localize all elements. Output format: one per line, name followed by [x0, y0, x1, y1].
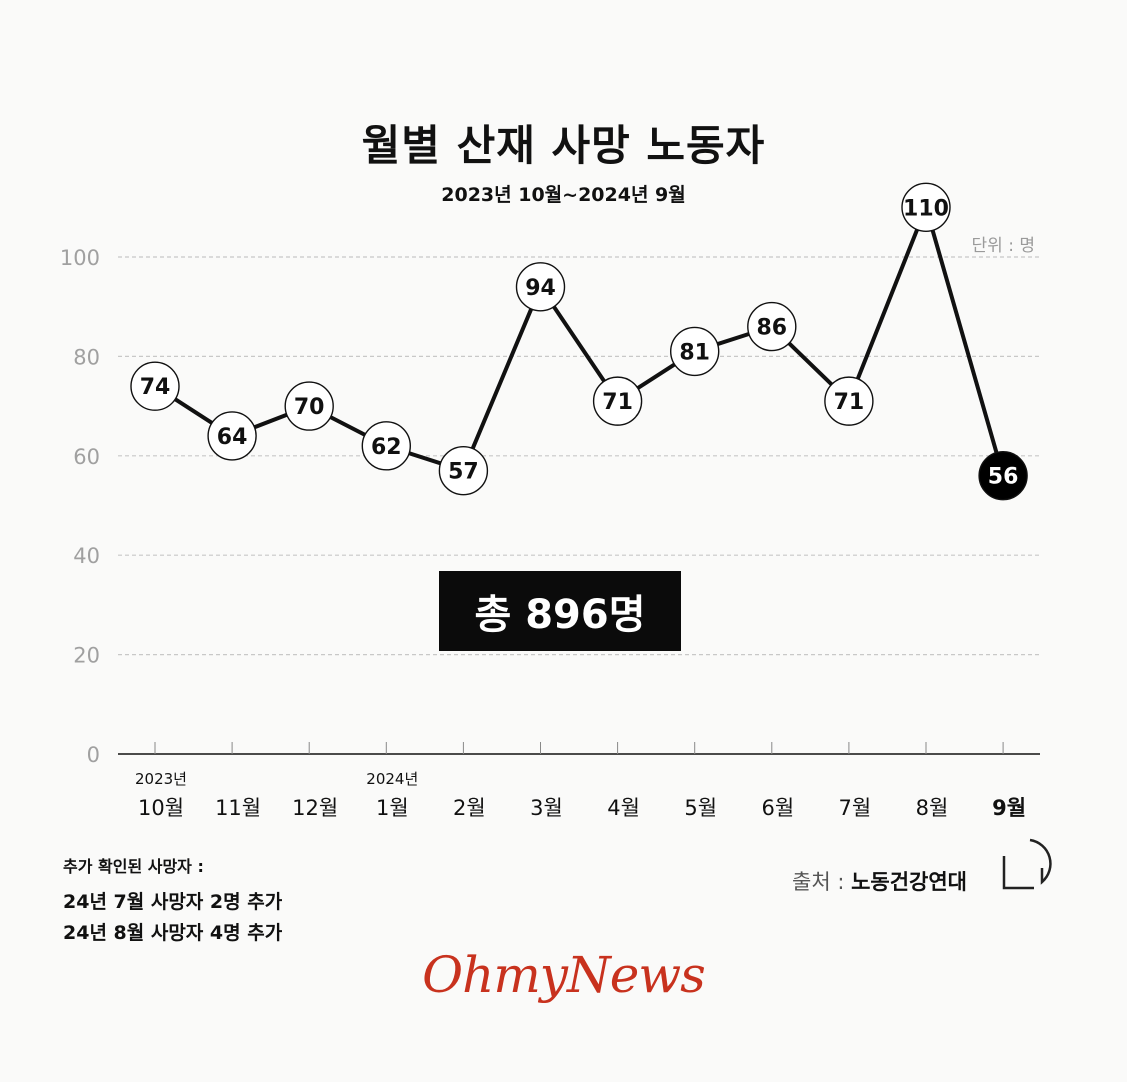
y-tick-label: 20	[73, 644, 100, 668]
x-tick-label: 1월	[376, 796, 409, 820]
chart-title: 월별 산재 사망 노동자	[361, 121, 766, 170]
data-point	[901, 182, 951, 233]
data-label: 64	[217, 425, 248, 450]
source-org: 노동건강연대	[851, 870, 967, 894]
total-badge: 총 896명	[439, 571, 681, 651]
y-tick-label: 100	[60, 246, 100, 270]
source-prefix: 출처 :	[792, 870, 852, 894]
data-point	[361, 421, 411, 471]
x-tick-label: 2월	[453, 796, 486, 820]
data-label: 62	[371, 435, 402, 460]
data-label: 86	[756, 316, 787, 341]
data-point	[207, 411, 257, 461]
x-year-label: 2024년	[366, 770, 418, 788]
data-label: 81	[679, 340, 710, 365]
x-tick-label: 4월	[607, 796, 640, 820]
notes-line: 24년 7월 사망자 2명 추가	[63, 891, 283, 913]
data-label: 70	[294, 395, 325, 420]
data-label: 57	[448, 460, 479, 485]
data-label: 94	[525, 276, 556, 301]
data-point	[978, 450, 1028, 501]
unit-label: 단위 : 명	[971, 236, 1035, 256]
source-credit: 출처 : 노동건강연대	[792, 866, 967, 896]
data-point	[284, 381, 334, 431]
data-label: 74	[140, 375, 171, 400]
data-point	[670, 326, 720, 377]
y-tick-label: 40	[73, 544, 100, 568]
data-label: 71	[602, 390, 633, 415]
notes-heading: 추가 확인된 사망자 :	[63, 857, 204, 876]
x-tick-label: 3월	[530, 796, 563, 820]
brand-logo: OhmyNews	[422, 946, 706, 1004]
data-point	[438, 446, 489, 496]
x-tick-label: 11월	[215, 796, 261, 820]
data-point	[824, 376, 874, 426]
series-line	[153, 205, 1006, 477]
notes-line: 24년 8월 사망자 4명 추가	[63, 922, 283, 944]
data-label: 56	[988, 465, 1019, 490]
source-logo-icon	[1002, 838, 1052, 890]
x-tick-label: 5월	[684, 796, 717, 820]
x-tick-label: 10월	[138, 796, 184, 820]
y-tick-label: 60	[73, 445, 100, 469]
data-point	[130, 361, 180, 411]
data-label: 110	[903, 196, 949, 221]
x-tick-label: 8월	[916, 796, 949, 820]
x-tick-label: 12월	[292, 796, 338, 820]
notes-block: 추가 확인된 사망자 : 24년 7월 사망자 2명 추가 24년 8월 사망자…	[63, 853, 282, 949]
data-point	[515, 262, 566, 312]
data-label: 71	[834, 390, 865, 415]
data-point	[747, 301, 797, 352]
data-point	[592, 376, 643, 426]
y-tick-label: 80	[73, 345, 100, 369]
y-tick-label: 0	[87, 743, 100, 767]
x-year-label: 2023년	[135, 770, 187, 788]
x-tick-label: 6월	[761, 796, 794, 820]
line-chart: 0 20 40 60 80 100 10월 2023년 11월 12월 1월 2024년 2월 3월 4월 5…	[60, 182, 1040, 820]
chart-subtitle: 2023년 10월~2024년 9월	[441, 184, 686, 206]
x-tick-label: 7월	[839, 796, 872, 820]
x-tick-label: 9월	[992, 796, 1026, 820]
